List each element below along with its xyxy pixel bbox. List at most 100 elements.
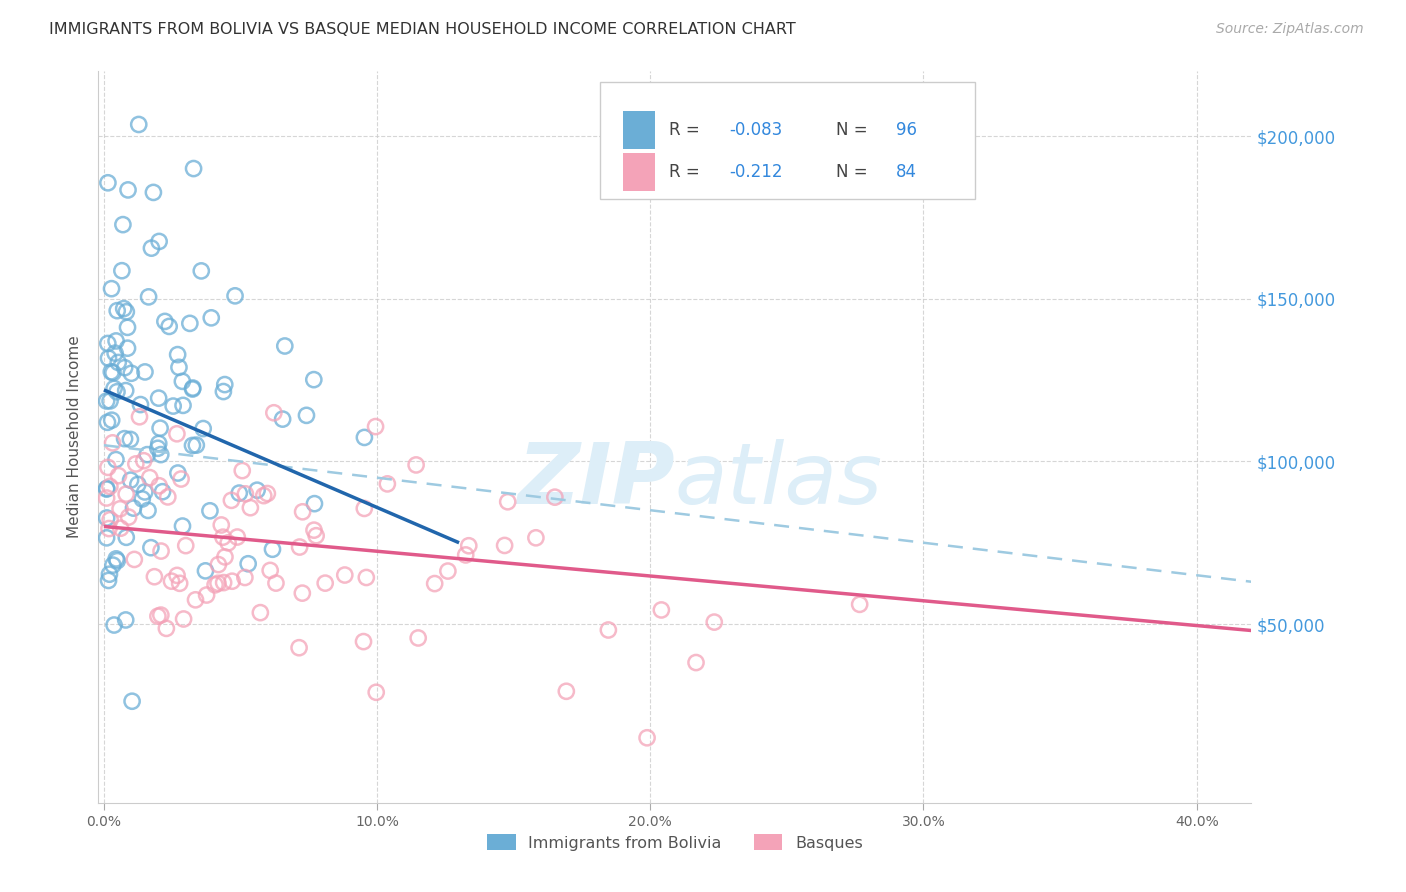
Point — [288, 640, 311, 655]
Point — [496, 495, 519, 509]
Point — [356, 570, 378, 584]
Point — [166, 568, 188, 582]
Point — [110, 521, 132, 535]
Point — [193, 421, 215, 435]
Point — [212, 384, 235, 399]
Point — [96, 511, 118, 525]
Point — [172, 374, 194, 388]
Point — [305, 529, 328, 543]
Point — [149, 421, 172, 435]
Point — [173, 612, 195, 626]
Point — [155, 621, 177, 635]
Point — [101, 366, 124, 380]
Point — [304, 497, 326, 511]
Point — [172, 398, 194, 412]
Point — [150, 544, 173, 558]
Point — [221, 574, 243, 589]
Text: atlas: atlas — [675, 440, 883, 523]
Point — [134, 485, 156, 500]
Point — [353, 501, 375, 516]
Point — [295, 409, 318, 423]
Point — [103, 618, 125, 632]
Point — [114, 613, 136, 627]
Point — [124, 552, 146, 566]
Point — [207, 576, 229, 591]
Point — [200, 310, 222, 325]
Point — [148, 391, 170, 405]
Point — [152, 484, 174, 499]
Point — [598, 623, 620, 637]
Point — [96, 482, 118, 496]
Point — [107, 468, 129, 483]
Point — [114, 432, 136, 446]
Point — [170, 472, 193, 486]
Point — [96, 415, 118, 429]
Point — [121, 694, 143, 708]
Point — [98, 479, 121, 493]
Point — [212, 575, 235, 590]
Point — [105, 334, 128, 348]
Point — [143, 570, 166, 584]
Point — [148, 235, 170, 249]
Text: Source: ZipAtlas.com: Source: ZipAtlas.com — [1216, 22, 1364, 37]
Point — [437, 564, 460, 578]
Point — [105, 303, 128, 318]
Point — [156, 490, 179, 504]
Text: R =: R = — [669, 162, 706, 180]
Point — [256, 486, 278, 500]
FancyBboxPatch shape — [600, 82, 974, 200]
Point — [246, 483, 269, 498]
Legend: Immigrants from Bolivia, Basques: Immigrants from Bolivia, Basques — [481, 828, 869, 857]
Point — [353, 634, 375, 648]
Point — [314, 576, 336, 591]
Point — [100, 413, 122, 427]
Point — [166, 426, 188, 441]
Point — [259, 563, 281, 577]
Point — [97, 522, 120, 536]
Text: ZIP: ZIP — [517, 440, 675, 523]
Point — [366, 685, 388, 699]
Point — [291, 586, 314, 600]
Point — [96, 482, 118, 496]
Point — [120, 366, 142, 380]
Point — [524, 531, 547, 545]
Point — [114, 384, 136, 398]
Point — [142, 186, 165, 200]
Point — [186, 438, 208, 452]
Point — [112, 301, 135, 316]
Point — [555, 684, 578, 698]
Point — [129, 398, 152, 412]
Point — [108, 501, 131, 516]
Text: -0.212: -0.212 — [730, 162, 783, 180]
Point — [209, 518, 232, 533]
Point — [167, 360, 190, 375]
Text: -0.083: -0.083 — [730, 121, 782, 139]
Point — [253, 489, 276, 503]
Point — [139, 541, 162, 555]
Point — [214, 377, 236, 392]
Point — [98, 393, 121, 408]
Point — [134, 365, 156, 379]
Bar — [623, 153, 655, 191]
Point — [97, 336, 120, 351]
Point — [239, 500, 262, 515]
Point — [131, 491, 153, 506]
Point — [117, 510, 139, 524]
Point — [104, 452, 127, 467]
Point — [423, 576, 446, 591]
Point — [97, 460, 120, 475]
Point — [128, 409, 150, 424]
Point — [125, 457, 148, 471]
Point — [132, 454, 155, 468]
Point — [172, 519, 194, 533]
Text: 84: 84 — [896, 162, 917, 180]
Point — [194, 564, 217, 578]
Point — [212, 530, 235, 544]
Point — [650, 603, 672, 617]
Text: IMMIGRANTS FROM BOLIVIA VS BASQUE MEDIAN HOUSEHOLD INCOME CORRELATION CHART: IMMIGRANTS FROM BOLIVIA VS BASQUE MEDIAN… — [49, 22, 796, 37]
Point — [274, 339, 297, 353]
Point — [406, 631, 429, 645]
Point — [138, 290, 160, 304]
Point — [100, 282, 122, 296]
Point — [167, 466, 190, 480]
